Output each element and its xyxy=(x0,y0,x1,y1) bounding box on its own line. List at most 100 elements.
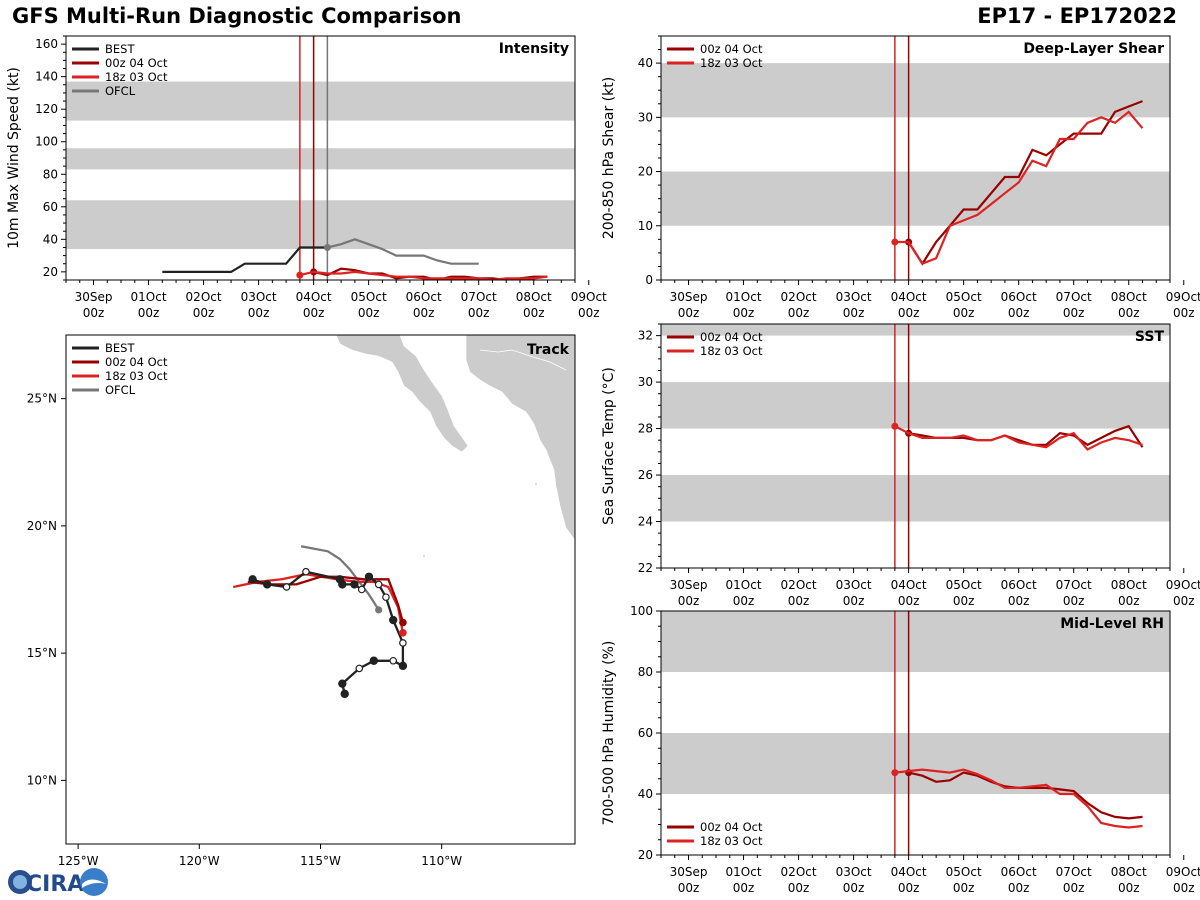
shear-ytick-label: 40 xyxy=(638,56,653,70)
shear-xtick-date: 05Oct xyxy=(946,290,982,304)
intensity-xtick-date: 04Oct xyxy=(296,290,332,304)
intensity-band xyxy=(66,148,575,170)
rh-xtick-date: 09Oct xyxy=(1166,865,1200,879)
shear-xtick-hour: 00z xyxy=(898,306,920,320)
shear-band xyxy=(661,63,1170,118)
intensity-series-start-point xyxy=(296,271,304,279)
sst-band xyxy=(661,382,1170,429)
shear-ytick-label: 10 xyxy=(638,219,653,233)
track-best-point xyxy=(302,567,310,576)
sst-band xyxy=(661,475,1170,522)
sst-plot-area xyxy=(661,324,1170,568)
sst-frame xyxy=(660,323,1171,569)
intensity-xtick-hour: 00z xyxy=(523,306,545,320)
track-line-best xyxy=(252,570,405,695)
sst-xtick-date: 09Oct xyxy=(1166,578,1200,592)
shear-xtick-hour: 00z xyxy=(1063,306,1085,320)
intensity-ytick-label: 120 xyxy=(35,102,58,116)
intensity-ytick-label: 140 xyxy=(35,70,58,84)
rh-series-start-point xyxy=(891,769,899,777)
sst-legend-label: 18z 03 Oct xyxy=(700,344,763,358)
intensity-legend-label: OFCL xyxy=(105,84,136,98)
rh-ytick-label: 40 xyxy=(638,787,653,801)
sst-xtick-date: 06Oct xyxy=(1001,578,1037,592)
track-xtick-label: 120°W xyxy=(179,854,220,868)
sst-xtick-date: 02Oct xyxy=(781,578,817,592)
sst-ytick-label: 32 xyxy=(638,329,653,343)
intensity-series-ofcl xyxy=(327,238,479,265)
rh-xtick-date: 03Oct xyxy=(836,865,872,879)
sst-xtick-hour: 00z xyxy=(898,594,920,608)
sst-xtick-date: 01Oct xyxy=(726,578,762,592)
intensity-xtick-date: 08Oct xyxy=(516,290,552,304)
intensity-ytick-label: 20 xyxy=(43,265,58,279)
sst-xtick-date: 04Oct xyxy=(891,578,927,592)
shear-legend-label: 00z 04 Oct xyxy=(700,42,763,56)
shear-xtick-hour: 00z xyxy=(953,306,975,320)
track-legend-label: 00z 04 Oct xyxy=(105,355,168,369)
rh-ytick-label: 20 xyxy=(638,848,653,862)
track-ytick-label: 25°N xyxy=(27,392,57,406)
track-line-ofcl xyxy=(300,545,380,611)
shear-ylabel: 200-850 hPa Shear (kt) xyxy=(601,77,617,239)
sst-series-start-point xyxy=(891,422,899,430)
rh-xtick-hour: 00z xyxy=(1008,881,1030,895)
intensity-ytick-label: 60 xyxy=(43,200,58,214)
shear-series-start-point xyxy=(891,238,899,246)
intensity-ytick-label: 100 xyxy=(35,135,58,149)
intensity-ytick-label: 80 xyxy=(43,167,58,181)
sst-panel-title: SST xyxy=(1135,329,1165,345)
shear-xtick-hour: 00z xyxy=(733,306,755,320)
cira-logo: CIRA xyxy=(8,868,108,897)
intensity-xtick-hour: 00z xyxy=(578,306,600,320)
sst-series-18z-03-oct xyxy=(894,425,1143,451)
intensity-xtick-date: 07Oct xyxy=(461,290,497,304)
track-ofcl-start-point xyxy=(375,606,383,614)
sst-band xyxy=(661,324,1170,336)
track-best-point xyxy=(389,615,398,625)
rh-legend-label: 00z 04 Oct xyxy=(700,820,763,834)
sst-xtick-hour: 00z xyxy=(1008,594,1030,608)
rh-ytick-label: 80 xyxy=(638,665,653,679)
panel-intensity: 20 40 60 80 100 120 140 160 30Sep 00z 01Oct 00z 02Oc… xyxy=(6,35,607,320)
rh-xtick-date: 01Oct xyxy=(726,865,762,879)
shear-xtick-date: 03Oct xyxy=(836,290,872,304)
track-ytick-label: 15°N xyxy=(27,646,57,660)
track-best-point xyxy=(282,583,291,591)
intensity-xtick-date: 02Oct xyxy=(186,290,222,304)
intensity-legend-label: 00z 04 Oct xyxy=(105,56,168,70)
intensity-xtick-hour: 00z xyxy=(468,306,490,320)
sst-xtick-date: 30Sep xyxy=(670,578,708,592)
intensity-xtick-hour: 00z xyxy=(413,306,435,320)
sst-xtick-date: 03Oct xyxy=(836,578,872,592)
track-frame xyxy=(65,334,576,845)
shear-xtick-hour: 00z xyxy=(1118,306,1140,320)
intensity-xtick-date: 06Oct xyxy=(406,290,442,304)
sst-xtick-hour: 00z xyxy=(678,594,700,608)
track-best-point xyxy=(262,580,272,589)
track-best-point xyxy=(374,580,383,589)
track-best-point xyxy=(338,679,347,688)
intensity-xtick-hour: 00z xyxy=(83,306,105,320)
track-best-point xyxy=(369,656,379,665)
panel-track: 125°W 120°W 115°W 110°W 10°N 15°N 20°N 25°N Trac… xyxy=(27,334,576,868)
track-legend-label: BEST xyxy=(105,341,135,355)
track-00z-start-point xyxy=(399,618,407,627)
rh-ytick-label: 100 xyxy=(630,604,653,618)
rh-xtick-date: 02Oct xyxy=(781,865,817,879)
rh-xtick-date: 30Sep xyxy=(670,865,708,879)
shear-xtick-date: 30Sep xyxy=(670,290,708,304)
intensity-xtick-date: 03Oct xyxy=(241,290,277,304)
sst-xtick-hour: 00z xyxy=(1173,594,1195,608)
rh-xtick-date: 04Oct xyxy=(891,865,927,879)
rh-xtick-date: 05Oct xyxy=(946,865,982,879)
track-panel-title: Track xyxy=(527,342,570,358)
intensity-xtick-date: 30Sep xyxy=(75,290,113,304)
rh-xtick-date: 06Oct xyxy=(1001,865,1037,879)
intensity-xtick-hour: 00z xyxy=(303,306,325,320)
shear-ytick-label: 30 xyxy=(638,110,653,124)
intensity-ytick-label: 40 xyxy=(43,232,58,246)
track-best-point xyxy=(398,661,408,671)
rh-xtick-hour: 00z xyxy=(678,881,700,895)
